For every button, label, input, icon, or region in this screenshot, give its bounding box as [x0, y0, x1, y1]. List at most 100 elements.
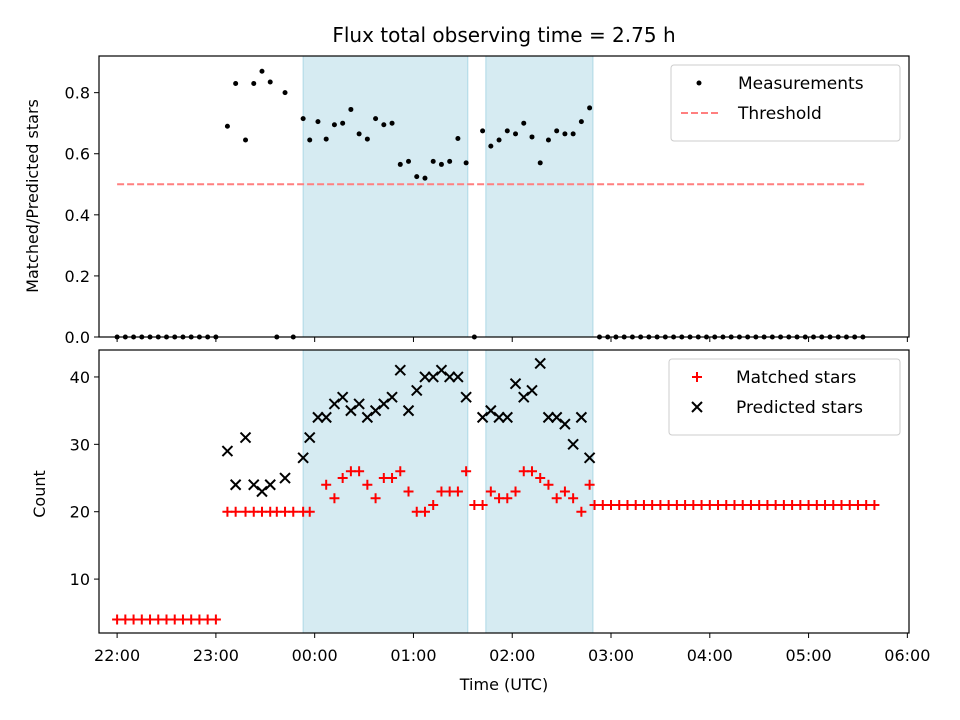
predicted-star-point [229, 479, 242, 491]
matched-star-point [452, 486, 463, 497]
matched-star-point [576, 506, 587, 517]
x-tick-label: 22:00 [94, 646, 140, 665]
matched-star-point [337, 473, 348, 484]
matched-star-point [526, 466, 537, 477]
measurement-point [537, 160, 543, 166]
x-tick-label: 03:00 [588, 646, 634, 665]
predicted-star-point [534, 357, 546, 370]
matched-star-point [387, 473, 398, 484]
predicted-star-point [248, 479, 260, 491]
measurement-point [331, 122, 337, 128]
measurement-point [251, 80, 257, 86]
bottom-axes-frame [98, 349, 910, 634]
bottom-y-axis-label: Count [30, 470, 49, 518]
measurement-point [554, 128, 560, 134]
matched-star-point [535, 473, 546, 484]
bottom-y-tick-label: 20 [70, 503, 90, 522]
matched-star-point [329, 493, 340, 504]
x-tick-label: 00:00 [292, 646, 338, 665]
top-observing-window [302, 55, 469, 338]
predicted-star-point [485, 404, 497, 417]
chart-title: Flux total observing time = 2.75 h [332, 23, 675, 47]
legend-measurements-marker [696, 80, 702, 86]
bottom-y-tick-label: 10 [70, 570, 90, 589]
predicted-star-point [361, 411, 374, 424]
predicted-star-point [402, 404, 415, 417]
measurement-point [364, 136, 370, 142]
matched-star-point [403, 486, 414, 497]
top-panel: 0.0 0.2 0.4 0.6 0.8 Measurements Threshold [65, 55, 910, 347]
measurement-point [570, 131, 576, 137]
predicted-star-point [550, 411, 563, 424]
top-axes-frame [98, 55, 910, 338]
measurement-point [562, 131, 568, 137]
predicted-star-point [312, 411, 324, 424]
matched-star-point [370, 493, 381, 504]
predicted-star-point [369, 404, 382, 417]
top-observing-window [485, 55, 594, 338]
bottom-panel: 10 20 30 40 22:00 23:00 00:00 01:00 02:00 03:00 04… [70, 349, 930, 665]
top-legend [670, 64, 901, 142]
measurement-point [356, 131, 362, 137]
top-y-tick-label: 0.4 [65, 206, 90, 225]
measurement-point [406, 158, 412, 164]
matched-star-point [304, 506, 315, 517]
predicted-star-point [345, 404, 357, 417]
legend-entry-label: Predicted stars [736, 398, 863, 418]
x-axis-label: Time (UTC) [459, 675, 548, 694]
predicted-star-point [567, 438, 579, 451]
measurement-point [496, 137, 502, 143]
measurement-point [480, 128, 486, 134]
predicted-star-point [320, 411, 332, 424]
measurement-point [243, 137, 249, 143]
predicted-star-point [501, 411, 514, 424]
matched-star-point [568, 493, 579, 504]
predicted-star-point [460, 391, 472, 403]
measurement-point [529, 134, 535, 140]
top-y-tick-label: 0.0 [65, 328, 90, 347]
measurement-point [323, 136, 329, 142]
predicted-star-point [239, 431, 252, 444]
matched-star-point [395, 466, 406, 477]
top-y-tick-label: 0.6 [65, 145, 90, 164]
measurement-point [438, 161, 444, 167]
measurement-point [340, 120, 346, 126]
predicted-star-point [575, 411, 588, 424]
legend-predicted-marker [691, 401, 703, 413]
predicted-star-point [526, 384, 538, 397]
predicted-star-point [493, 411, 505, 424]
top-y-tick-label: 0.2 [65, 267, 90, 286]
predicted-star-point [542, 411, 555, 424]
matched-star-point [502, 493, 513, 504]
measurement-point [307, 137, 313, 143]
predicted-star-point [378, 398, 390, 410]
measurement-point [397, 161, 403, 167]
x-tick-label: 23:00 [193, 646, 239, 665]
predicted-star-point [336, 391, 349, 403]
matched-star-point [354, 466, 365, 477]
predicted-star-point [559, 418, 571, 430]
matched-star-point [869, 499, 880, 510]
measurement-point [259, 68, 265, 74]
predicted-star-point [304, 431, 316, 444]
measurement-point [504, 128, 510, 134]
matched-star-point [584, 479, 595, 490]
measurement-point [447, 158, 453, 164]
measurement-point [381, 122, 387, 128]
measurement-point [430, 158, 436, 164]
predicted-star-point [353, 398, 365, 410]
x-tick-label: 01:00 [390, 646, 436, 665]
measurement-point [587, 105, 593, 111]
measurement-point [545, 137, 551, 143]
bottom-legend [668, 358, 901, 436]
measurement-point [348, 106, 354, 112]
predicted-star-point [435, 364, 448, 376]
predicted-star-point [452, 371, 464, 383]
predicted-star-point [427, 371, 439, 383]
measurement-point [282, 90, 288, 96]
legend-entry-label: Matched stars [736, 368, 856, 388]
matched-star-point [428, 499, 439, 510]
predicted-star-point [411, 384, 423, 397]
x-tick-label: 02:00 [489, 646, 535, 665]
